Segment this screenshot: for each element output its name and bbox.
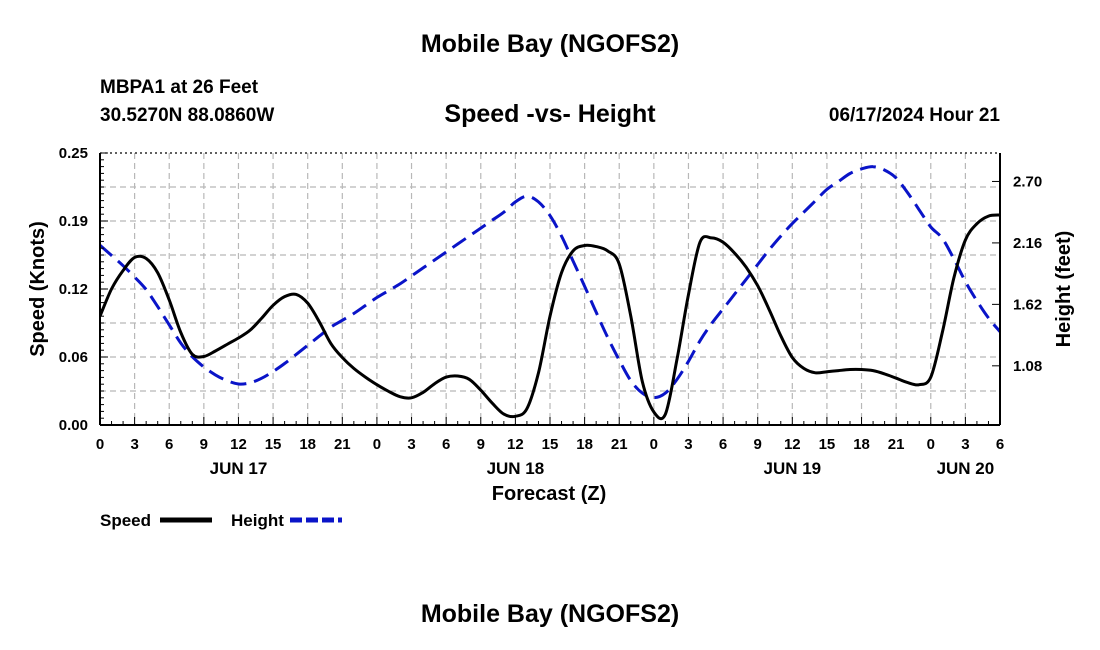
y2-tick-label: 2.16 — [1013, 235, 1042, 252]
y2-axis-title: Height (feet) — [1053, 231, 1075, 348]
x-tick-label: 15 — [819, 436, 836, 453]
x-tick-label: 18 — [299, 436, 316, 453]
x-tick-label: 6 — [719, 436, 727, 453]
chart-subtitle: Speed -vs- Height — [444, 100, 656, 128]
axis-labels: 0 3 6 9 12 15 18 21 0 3 6 9 12 15 18 21 0 3 6 9 12 15 18 21 0 3 6J… — [27, 145, 1075, 505]
x-tick-label: 3 — [407, 436, 415, 453]
series-layer — [100, 165, 1000, 421]
footer-title: Mobile Bay (NGOFS2) — [420, 600, 680, 628]
x-tick-label: 0 — [96, 436, 104, 453]
x-tick-label: 21 — [611, 436, 628, 453]
y2-tick-label: 2.70 — [1013, 173, 1042, 190]
x-tick-label: 15 — [542, 436, 559, 453]
y2-tick-label: 1.08 — [1013, 358, 1042, 375]
forecast-timestamp: 06/17/2024 Hour 21 — [828, 105, 1000, 126]
axes-frame — [99, 152, 1001, 426]
legend-label-height: Height — [231, 511, 284, 530]
x-tick-label: 21 — [888, 436, 905, 453]
x-tick-label: 9 — [200, 436, 208, 453]
x-tick-label: 0 — [927, 436, 935, 453]
day-label: JUN 20 — [937, 459, 995, 478]
y-tick-label: 0.00 — [59, 417, 88, 434]
x-tick-label: 0 — [373, 436, 381, 453]
station-label: MBPA1 at 26 Feet — [100, 77, 259, 98]
x-tick-label: 6 — [442, 436, 450, 453]
x-tick-label: 3 — [961, 436, 969, 453]
legend: Speed Height — [100, 511, 342, 530]
x-tick-label: 15 — [265, 436, 282, 453]
grid — [100, 153, 1000, 425]
x-tick-label: 0 — [650, 436, 658, 453]
coordinates-label: 30.5270N 88.0860W — [100, 105, 275, 126]
x-tick-label: 12 — [230, 436, 247, 453]
x-tick-label: 18 — [576, 436, 593, 453]
y2-tick-label: 1.62 — [1013, 296, 1042, 313]
y-tick-label: 0.19 — [59, 213, 88, 230]
page-title: Mobile Bay (NGOFS2) — [420, 30, 680, 58]
x-tick-label: 6 — [996, 436, 1004, 453]
x-tick-label: 12 — [784, 436, 801, 453]
y-tick-label: 0.12 — [59, 281, 88, 298]
y-axis-title: Speed (Knots) — [27, 221, 49, 357]
x-tick-label: 12 — [507, 436, 524, 453]
x-tick-label: 6 — [165, 436, 173, 453]
y-tick-label: 0.06 — [59, 349, 88, 366]
day-label: JUN 19 — [763, 459, 821, 478]
x-tick-label: 9 — [754, 436, 762, 453]
day-label: JUN 18 — [487, 459, 545, 478]
legend-label-speed: Speed — [100, 511, 151, 530]
x-tick-label: 3 — [684, 436, 692, 453]
x-axis-title: Forecast (Z) — [492, 483, 606, 505]
x-tick-label: 9 — [477, 436, 485, 453]
speed-series-line — [100, 213, 1000, 421]
y-tick-label: 0.25 — [59, 145, 88, 162]
height-series-line — [100, 165, 1000, 400]
x-tick-label: 18 — [853, 436, 870, 453]
x-tick-label: 3 — [130, 436, 138, 453]
day-label: JUN 17 — [210, 459, 268, 478]
x-tick-label: 21 — [334, 436, 351, 453]
